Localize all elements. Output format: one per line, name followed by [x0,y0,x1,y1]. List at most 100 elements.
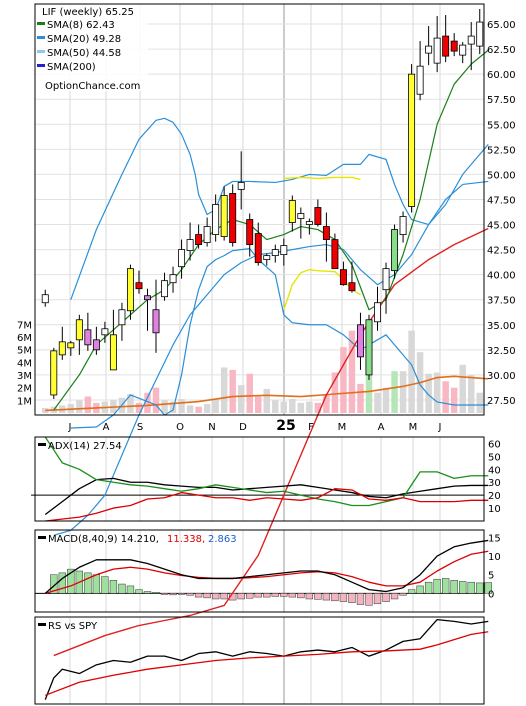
volume-bar [476,392,483,413]
macd-histogram-bar [58,572,66,594]
candle-body [467,35,475,45]
volume-bar [161,400,168,413]
macd-signal-value: 11.338, [167,534,205,545]
price-tick-label: 60.00 [487,70,516,81]
volume-bar [340,347,347,413]
adx-legend-swatch [38,443,46,446]
candle-body [109,334,117,371]
candle-body [101,328,109,336]
legend-entry: SMA(200) [47,62,96,73]
candle-body [229,193,237,243]
candle-body [186,239,194,251]
macd-histogram-bar [339,593,348,602]
price-tick-label: 57.50 [487,95,516,106]
volume-bar [314,402,322,413]
candle-body [339,269,347,286]
candle-body [203,226,211,243]
candle-body [144,295,151,301]
volume-bar [229,369,236,413]
macd-histogram-bar [152,591,160,594]
volume-bar [280,401,288,413]
macd-histogram-bar [356,593,365,605]
candle-body [161,280,168,298]
macd-histogram-bar [109,580,118,594]
candle-body [263,255,271,261]
macd-histogram-bar [459,581,467,594]
candle-body [126,268,134,312]
macd-histogram-bar [263,593,271,598]
candle-body [433,37,441,64]
macd-histogram-bar [382,593,390,602]
candle-body [450,40,458,52]
legend-entry: SMA(50) 44.58 [47,48,121,59]
volume-bar [306,401,313,413]
candle-body [195,234,203,245]
price-panel-frame [34,3,485,416]
volume-bar [289,399,296,413]
macd-tick-label: 5 [488,571,494,582]
price-tick-label: 37.50 [487,296,516,307]
macd-histogram-bar [143,591,152,594]
adx-tick-label: 40 [488,465,501,476]
volume-bar [433,372,441,413]
x-axis-label: J [68,422,72,433]
candle-body [152,309,160,334]
candle-body [169,274,177,284]
volume-bar [237,385,245,413]
macd-histogram-bar [101,576,109,594]
volume-bar [152,387,160,413]
main-legend: LIF (weekly) 65.25 SMA(8) 62.43 SMA(20) 49… [36,5,148,92]
volume-bar [212,400,219,413]
volume-bar [246,373,253,413]
candle-body [280,245,288,256]
candle-body [212,204,220,235]
macd-histogram-bar [348,593,356,603]
volume-bar [169,401,177,413]
x-axis-label: O [176,422,184,433]
volume-bar [84,396,92,413]
candle-body [178,249,186,268]
candle-body [92,339,100,351]
volume-bar [297,402,305,413]
volume-average-line [45,375,489,412]
candle-body [331,239,339,270]
macd-legend: MACD(8,40,9) 14.210, [48,534,159,545]
adx-series-line [44,477,489,516]
price-tick-label: 35.00 [487,321,516,332]
volume-bar [255,396,262,413]
price-tick-label: 32.50 [487,346,516,357]
candle-body [459,44,467,56]
volume-bar [459,364,466,413]
macd-histogram-bar [424,581,433,594]
candle-body [135,282,143,290]
candle-body [246,219,254,245]
price-tick-label: 30.00 [487,371,516,382]
price-tick-label: 45.00 [487,221,516,232]
x-axis-label: 25 [276,418,295,434]
macd-tick-label: 15 [488,533,501,544]
macd-histogram-bar [177,593,186,595]
watermark-text: OptionChance.com [45,81,140,92]
rs-series-line [45,631,489,696]
x-axis-label: F [308,422,314,433]
macd-tick-label: 10 [488,552,501,563]
candle-body [382,268,390,291]
candle-body [254,233,262,264]
price-tick-label: 47.50 [487,195,516,206]
adx-panel-frame [34,436,485,522]
candle-body [374,302,381,323]
macd-histogram-bar [433,578,441,594]
volume-bar [331,372,339,413]
legend-swatch [37,50,45,53]
volume-bar [76,400,83,413]
adx-series-line [44,436,489,507]
volume-bar [425,373,432,413]
adx-tick-label: 50 [488,452,501,463]
price-tick-label: 50.00 [487,170,516,181]
volume-tick-label: 5M [17,346,32,357]
macd-histogram-bar [442,578,450,594]
volume-bar [391,371,398,413]
candle-body [322,226,330,240]
macd-histogram-bar [484,582,492,594]
legend-swatch [37,64,45,67]
